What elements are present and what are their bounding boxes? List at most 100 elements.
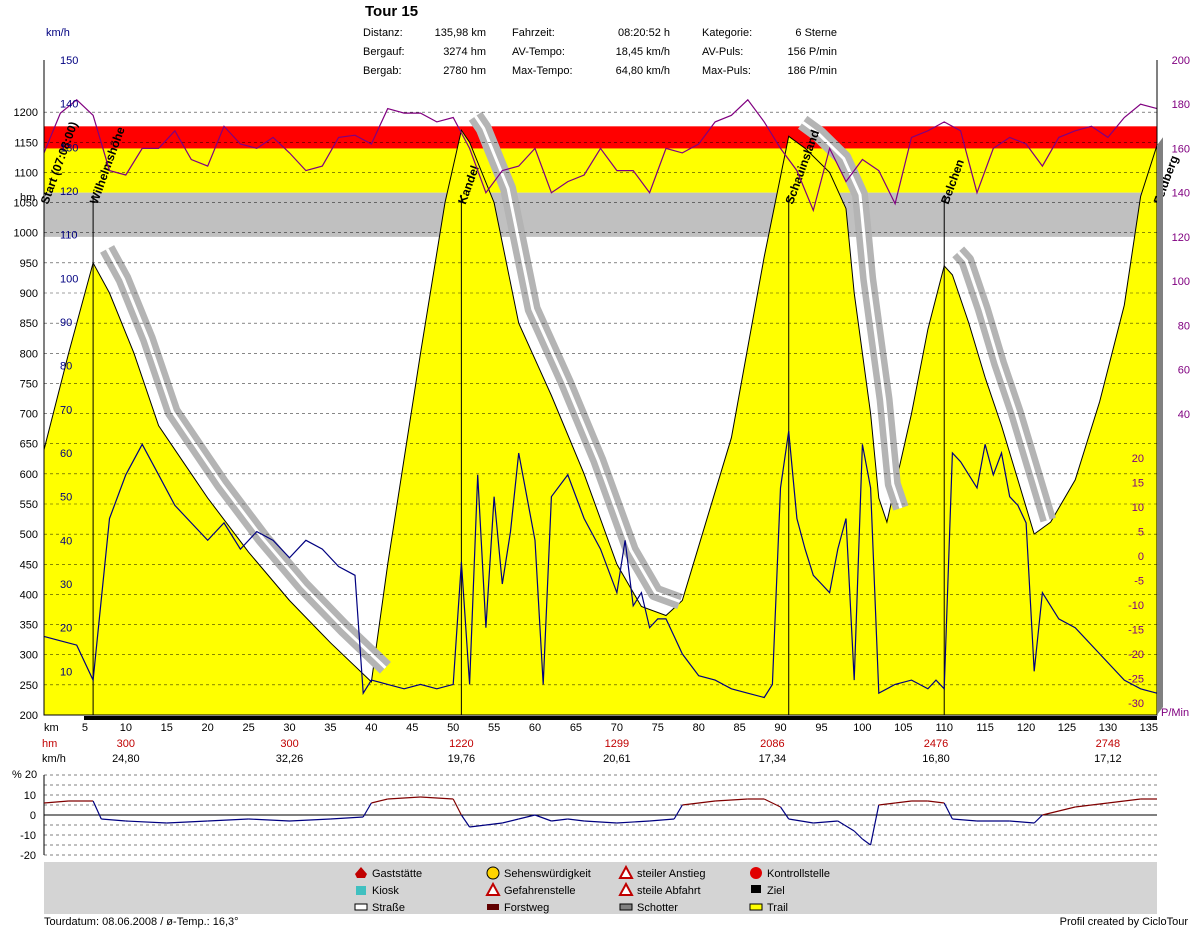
- km-unit-label: km: [44, 722, 59, 734]
- km-tick: 70: [611, 722, 623, 734]
- gradient-segment: [862, 838, 871, 846]
- km-tick: 110: [935, 722, 953, 734]
- gradient-segment: [780, 806, 790, 820]
- gradient-segment: [207, 818, 249, 822]
- km-tick: 100: [853, 722, 871, 734]
- elevation-tick: 600: [20, 469, 38, 481]
- kiosk-icon: [356, 886, 366, 895]
- gradient-segment: [1033, 814, 1043, 824]
- gradient-segment: [682, 800, 716, 806]
- hm-row-label: hm: [42, 738, 57, 750]
- km-tick: 20: [202, 722, 214, 734]
- tour-title: Tour 15: [365, 3, 419, 20]
- gradient-segment: [452, 798, 462, 816]
- stat-value: 2780 hm: [443, 65, 486, 77]
- elevation-tick: 900: [20, 288, 38, 300]
- gradient-segment: [92, 800, 102, 820]
- cumulative-hm-value: 300: [280, 738, 298, 750]
- pulse-tick: -30: [1128, 698, 1144, 710]
- cumulative-hm-value: 2086: [760, 738, 784, 750]
- cumulative-kmh-value: 17,12: [1094, 753, 1122, 765]
- elevation-tick: 250: [20, 680, 38, 692]
- gradient-segment: [1075, 802, 1108, 808]
- gradient-segment: [534, 814, 552, 822]
- legend-label: Trail: [767, 902, 788, 914]
- gradient-segment: [567, 818, 585, 822]
- km-tick: 95: [815, 722, 827, 734]
- pulse-tick: -10: [1128, 600, 1144, 612]
- km-tick: 35: [324, 722, 336, 734]
- cumulative-kmh-value: 24,80: [112, 753, 140, 765]
- gradient-segment: [43, 800, 69, 804]
- pulse-zone-red: [44, 126, 1157, 149]
- elevation-tick: 450: [20, 559, 38, 571]
- gradient-segment: [927, 800, 945, 804]
- pulse-tick: -20: [1128, 649, 1144, 661]
- stop-icon: [750, 867, 762, 879]
- gradient-segment: [673, 804, 683, 820]
- pulse-tick: 15: [1132, 478, 1144, 490]
- tour-date-temperature: Tourdatum: 08.06.2008 / ø-Temp.: 16,3°: [44, 916, 239, 928]
- gradient-segment: [763, 798, 781, 808]
- km-tick: 80: [693, 722, 705, 734]
- km-tick: 105: [894, 722, 912, 734]
- gradient-tick: -20: [20, 850, 36, 862]
- gradient-segment: [469, 824, 486, 828]
- km-tick: 85: [734, 722, 746, 734]
- gradient-tick: -10: [20, 830, 36, 842]
- elevation-area: [43, 128, 1158, 716]
- elevation-tick: 1150: [14, 137, 38, 149]
- gradient-segment: [788, 818, 814, 824]
- pulse-tick: 10: [1132, 502, 1144, 514]
- pulse-tick: 5: [1138, 527, 1144, 539]
- gradient-segment: [837, 820, 855, 832]
- elevation-tick: 400: [20, 589, 38, 601]
- gradient-segment: [616, 820, 650, 824]
- km-tick: 90: [774, 722, 786, 734]
- stat-label: AV-Tempo:: [512, 46, 565, 58]
- speed-tick: 110: [60, 230, 78, 242]
- pulse-line: [43, 98, 1158, 213]
- elevation-tick: 350: [20, 620, 38, 632]
- speed-tick: 40: [60, 535, 72, 547]
- stat-label: Fahrzeit:: [512, 27, 555, 39]
- stat-value: 135,98 km: [434, 27, 486, 39]
- stat-label: Distanz:: [363, 27, 403, 39]
- cumulative-hm-value: 2476: [924, 738, 948, 750]
- cumulative-hm-value: 1220: [449, 738, 473, 750]
- speed-tick: 150: [60, 55, 78, 67]
- gradient-segment: [125, 820, 167, 824]
- pulse-tick: 60: [1178, 365, 1190, 377]
- legend-label: Straße: [372, 902, 405, 914]
- legend-box: [44, 862, 1157, 914]
- elevation-tick: 650: [20, 439, 38, 451]
- stat-value: 6 Sterne: [795, 27, 837, 39]
- gradient-segment: [101, 818, 126, 822]
- gradient-segment: [869, 804, 880, 846]
- gradient-segment: [248, 818, 290, 822]
- km-tick: 120: [1017, 722, 1035, 734]
- trail-swatch: [749, 903, 763, 911]
- speed-tick: 60: [60, 448, 72, 460]
- steep-up-icon: [618, 864, 634, 879]
- elevation-tick: 700: [20, 409, 38, 421]
- elevation-tick: 800: [20, 348, 38, 360]
- stat-label: Max-Tempo:: [512, 65, 573, 77]
- gradient-segment: [371, 798, 388, 804]
- pulse-tick: -5: [1134, 576, 1144, 588]
- pulse-tick: 80: [1178, 320, 1190, 332]
- km-tick: 15: [161, 722, 173, 734]
- hm-unit-label: hm: [20, 192, 35, 204]
- gradient-segment: [518, 814, 536, 820]
- stat-value: 156 P/min: [787, 46, 837, 58]
- speed-tick: 80: [60, 361, 72, 373]
- legend-label: steile Abfahrt: [637, 885, 701, 897]
- stat-label: AV-Puls:: [702, 46, 744, 58]
- pulse-unit-label: P/Min: [1161, 707, 1189, 719]
- gradient-segment: [943, 802, 953, 820]
- cumulative-hm-value: 1299: [605, 738, 629, 750]
- pulse-tick: -25: [1128, 674, 1144, 686]
- stat-label: Bergauf:: [363, 46, 405, 58]
- gradient-unit-label: % 20: [12, 769, 37, 781]
- km-tick: 25: [242, 722, 254, 734]
